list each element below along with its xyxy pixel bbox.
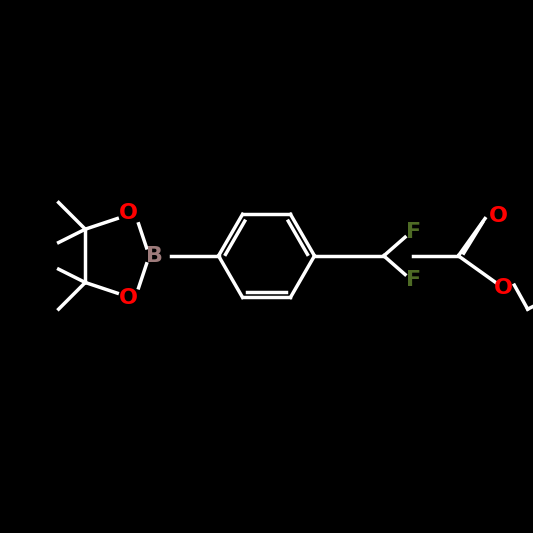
Text: O: O	[489, 206, 508, 226]
Text: F: F	[406, 222, 421, 242]
Text: O: O	[118, 288, 138, 309]
Text: O: O	[494, 278, 513, 298]
Text: O: O	[118, 203, 138, 223]
Text: F: F	[406, 270, 421, 290]
Text: B: B	[146, 246, 163, 266]
